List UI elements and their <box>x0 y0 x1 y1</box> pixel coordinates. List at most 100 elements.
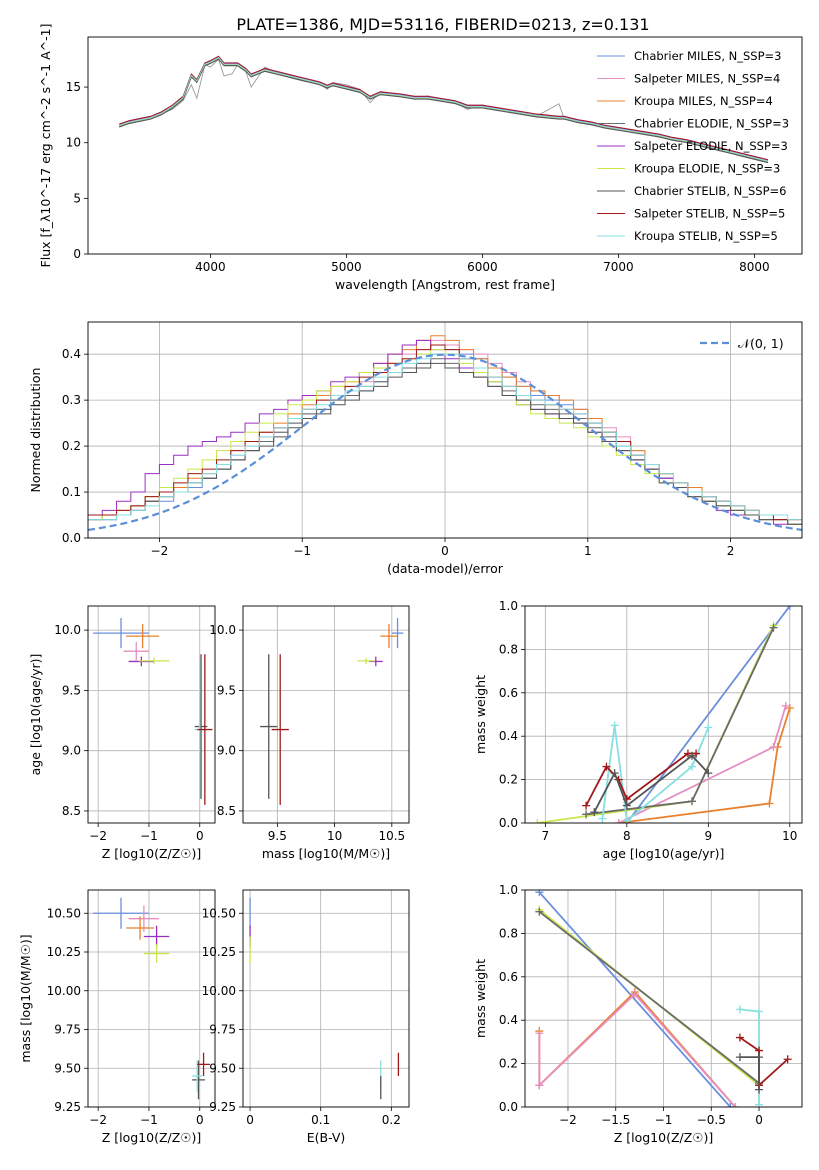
axes-frame <box>524 605 803 824</box>
x-tick-label: 0 <box>755 1113 763 1127</box>
x-tick-label: 9 <box>704 829 712 843</box>
weight-marker <box>755 1085 764 1094</box>
x-tick-label: 2 <box>727 544 735 558</box>
y-tick-label: 1.0 <box>499 599 518 613</box>
weight-marker <box>598 814 607 823</box>
mass-vs-extinction-panel: 0 0.1 0.2 9.25 9.50 9.75 10.00 10.25 10.50 E(B-V) <box>202 889 410 1145</box>
y-tick-label: 10.50 <box>47 906 81 920</box>
legend-label: Kroupa STELIB, N_SSP=5 <box>634 229 778 243</box>
x-tick-label: −0.5 <box>697 1113 726 1127</box>
weight-marker <box>622 816 631 823</box>
weight-line-chabrier_stelib <box>593 754 709 813</box>
x-axis-label: Z [log10(Z/Z☉)] <box>614 1130 714 1145</box>
weight-marker <box>622 801 631 810</box>
x-tick-label: 0 <box>196 1113 204 1127</box>
x-tick-label: 8000 <box>739 260 770 274</box>
y-tick-label: 9.25 <box>54 1100 81 1114</box>
weight-marker <box>765 799 774 808</box>
y-tick-label: 10.25 <box>202 945 236 959</box>
plot-area <box>533 606 794 823</box>
x-axis-label: (data-model)/error <box>387 561 504 576</box>
x-tick-label: 1 <box>584 544 592 558</box>
axes-frame <box>524 889 803 1108</box>
weight-marker <box>769 623 778 632</box>
gaussian-curve <box>88 353 802 532</box>
weight-marker <box>755 1007 764 1016</box>
weight-vs-metallicity-panel: −2 −1.5 −1 −0.5 0 0.0 0.2 0.4 0.6 0.8 1.0 Z [log10(… <box>473 883 803 1145</box>
x-tick-label: 10.5 <box>378 829 405 843</box>
model-spectrum-line-chabrier_stelib <box>119 58 769 164</box>
y-tick-label: 5 <box>73 191 81 205</box>
weight-line-chabrier_elodie <box>538 910 760 1084</box>
weight-line-chabrier_elodie <box>585 627 775 816</box>
spectrum-panel: 4000 5000 6000 7000 8000 0 5 10 15 wavelength [An… <box>38 24 803 292</box>
y-tick-label: 0.4 <box>499 729 518 743</box>
weight-marker <box>692 749 701 758</box>
y-tick-label: 0.2 <box>499 1057 518 1071</box>
weight-marker <box>785 703 794 712</box>
weight-marker <box>735 1005 744 1014</box>
y-tick-label: 10.0 <box>209 623 236 637</box>
legend-label: Chabrier ELODIE, N_SSP=3 <box>634 117 789 131</box>
y-tick-label: 9.0 <box>217 744 236 758</box>
y-tick-label: 9.5 <box>217 683 236 697</box>
x-tick-label: 7000 <box>603 260 634 274</box>
weight-marker <box>735 1053 744 1062</box>
plot-area <box>88 335 802 532</box>
axes-frame <box>87 605 216 824</box>
x-tick-label: 0 <box>441 544 449 558</box>
plot-area <box>119 55 769 164</box>
weight-line-chabrier_miles <box>626 606 791 823</box>
y-axis-label: age [log10(age/yr)] <box>28 654 43 776</box>
weight-marker <box>783 1055 792 1064</box>
y-tick-label: 0.6 <box>499 686 518 700</box>
weight-marker <box>755 1053 764 1062</box>
y-tick-label: 0.2 <box>499 773 518 787</box>
age-vs-mass-panel: 9.5 10 10.5 8.5 9.0 9.5 10.0 mass [log10(M/M☉)] <box>209 605 410 861</box>
plot-area <box>535 890 792 1107</box>
x-tick-label: 8 <box>623 829 631 843</box>
legend-label: Kroupa MILES, N_SSP=4 <box>634 94 773 108</box>
weight-marker <box>769 743 778 752</box>
model-spectrum-line-salpeter_stelib <box>119 55 769 161</box>
y-tick-label: 10.0 <box>54 623 81 637</box>
plot-area <box>93 618 213 805</box>
x-tick-label: 0 <box>246 1113 254 1127</box>
y-tick-label: 0.2 <box>62 439 81 453</box>
legend-label: Kroupa ELODIE, N_SSP=3 <box>634 162 780 176</box>
weight-marker <box>602 762 611 771</box>
legend-label: Chabrier MILES, N_SSP=3 <box>634 49 781 63</box>
legend-label: Salpeter ELODIE, N_SSP=3 <box>634 139 788 153</box>
y-tick-label: 9.50 <box>54 1061 81 1075</box>
y-tick-label: 0.3 <box>62 393 81 407</box>
x-tick-label: 0.1 <box>311 1113 330 1127</box>
x-tick-label: −1.5 <box>601 1113 630 1127</box>
model-spectrum-line-salpeter_elodie <box>119 56 769 161</box>
x-axis-label: E(B-V) <box>307 1130 346 1145</box>
y-tick-label: 9.75 <box>54 1023 81 1037</box>
y-tick-label: 9.75 <box>209 1023 236 1037</box>
axes-frame <box>87 889 216 1108</box>
axes-frame <box>242 605 410 824</box>
plot-area <box>260 618 404 805</box>
age-vs-metallicity-panel: −2 −1 0 8.5 9.0 9.5 10.0 Z [log10(Z/Z☉)] age [lo… <box>28 605 216 861</box>
weight-marker <box>582 801 591 810</box>
y-tick-label: 0.1 <box>62 485 81 499</box>
weight-marker <box>683 749 692 758</box>
legend-label: Chabrier STELIB, N_SSP=6 <box>634 184 786 198</box>
weight-marker <box>688 751 697 760</box>
x-tick-label: 7 <box>542 829 550 843</box>
x-tick-label: 5000 <box>331 260 362 274</box>
y-tick-label: 10.50 <box>202 906 236 920</box>
x-tick-label: −1 <box>140 829 158 843</box>
plot-area <box>249 897 400 1100</box>
y-tick-label: 8.5 <box>62 804 81 818</box>
x-tick-label: −2 <box>559 1113 577 1127</box>
weight-marker <box>726 1103 735 1107</box>
weight-marker <box>535 907 544 916</box>
weight-marker <box>688 762 697 771</box>
x-axis-label: wavelength [Angstrom, rest frame] <box>335 277 555 292</box>
x-tick-label: −1 <box>293 544 311 558</box>
x-tick-label: −1 <box>655 1113 673 1127</box>
x-tick-label: 6000 <box>467 260 498 274</box>
